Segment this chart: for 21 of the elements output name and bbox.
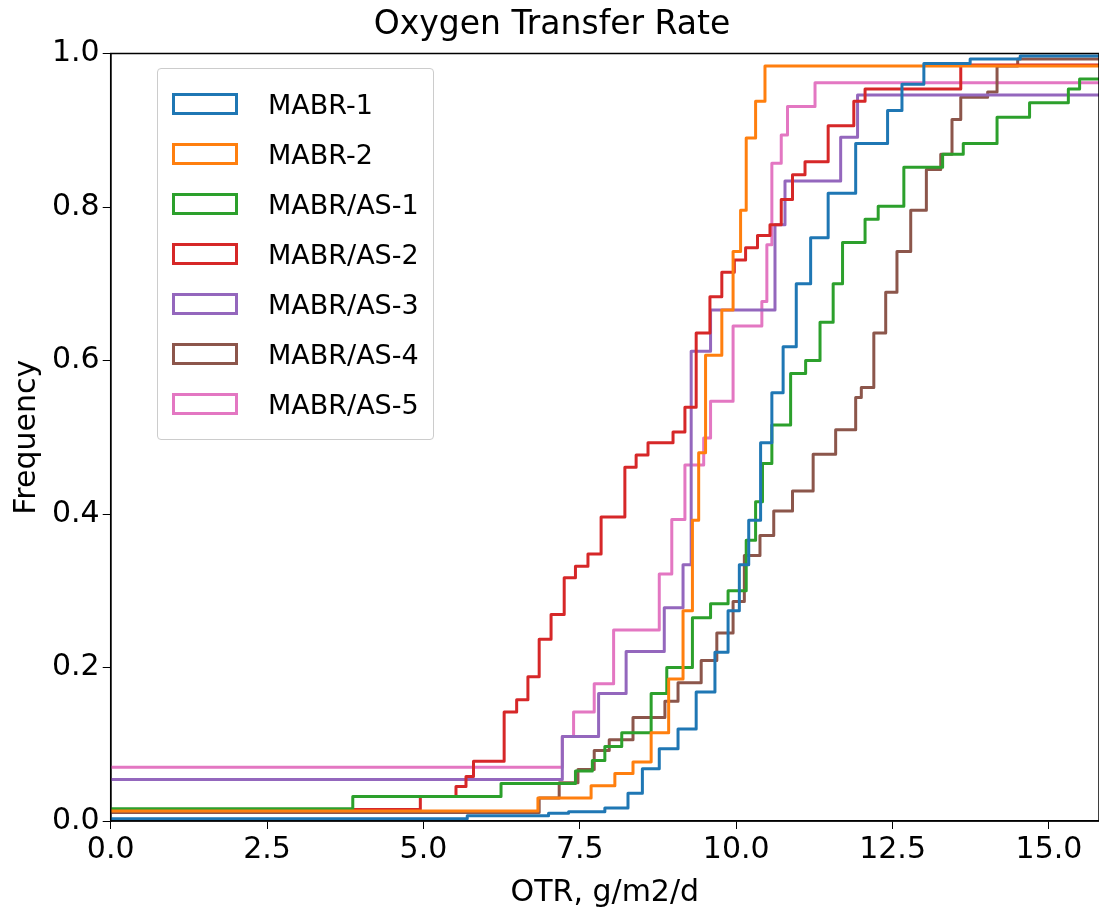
x-tick-label: 15.0 <box>1015 829 1083 865</box>
x-tick-label: 10.0 <box>702 829 770 865</box>
y-tick-label: 0.2 <box>51 647 100 683</box>
chart-title: Oxygen Transfer Rate <box>373 3 731 43</box>
legend-label: MABR/AS-5 <box>268 388 419 420</box>
x-tick-label: 7.5 <box>555 829 604 865</box>
y-tick-label: 0.4 <box>51 493 100 529</box>
x-tick-label: 12.5 <box>859 829 926 865</box>
x-axis-title: OTR, g/m2/d <box>510 872 700 908</box>
legend-label: MABR/AS-2 <box>268 238 419 270</box>
legend-label: MABR-2 <box>268 138 373 170</box>
y-axis-title: Frequency <box>6 359 42 515</box>
legend-label: MABR/AS-4 <box>268 338 419 370</box>
legend-label: MABR/AS-3 <box>268 288 419 320</box>
x-tick-label: 5.0 <box>399 829 448 865</box>
y-tick-label: 0.8 <box>51 186 100 222</box>
legend-label: MABR/AS-1 <box>268 188 419 220</box>
y-tick-label: 0.6 <box>51 340 100 376</box>
legend-label: MABR-1 <box>268 88 373 120</box>
y-tick-label: 1.0 <box>51 33 100 69</box>
x-tick-label: 2.5 <box>243 829 291 865</box>
